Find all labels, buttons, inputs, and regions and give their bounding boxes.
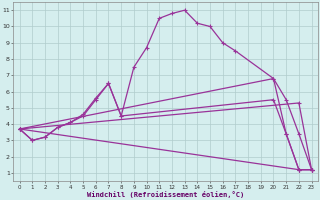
- X-axis label: Windchill (Refroidissement éolien,°C): Windchill (Refroidissement éolien,°C): [87, 191, 244, 198]
